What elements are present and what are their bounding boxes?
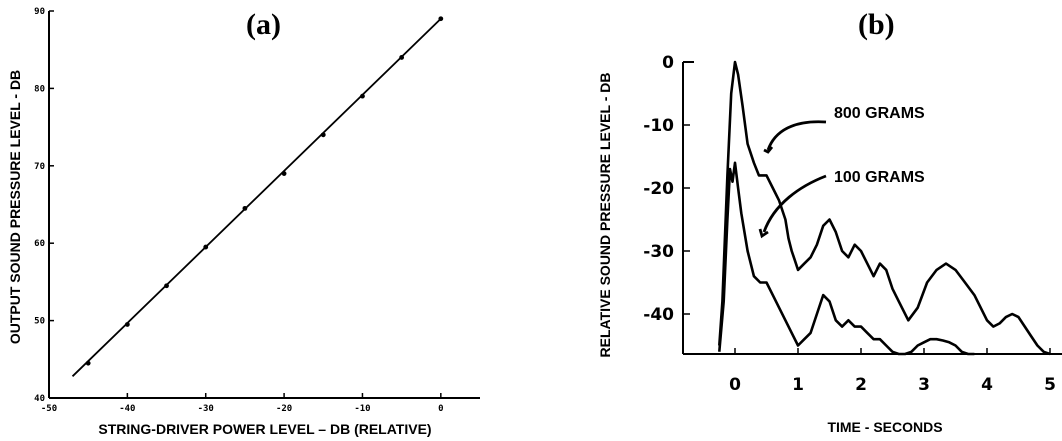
panel-a-x-tick-label: -10 — [354, 404, 370, 414]
panel-b-y-tick-label: -20 — [643, 179, 674, 199]
panel-b-x-tick-label: 1 — [792, 375, 804, 395]
series-100-grams-line — [718, 161, 975, 356]
panel-a-data-point — [438, 16, 444, 22]
panel-b-y-tick-label: -30 — [643, 242, 674, 262]
annotation-100-grams: 100 GRAMS — [834, 169, 925, 186]
panel-a-y-tick-label: 60 — [34, 239, 45, 249]
panel-a-x-tick-label: 0 — [438, 404, 443, 414]
panel-a-y-ticks: 40 50 60 70 80 90 — [34, 7, 54, 404]
panel-b-label: (b) — [858, 8, 895, 41]
series-800-grams-line — [718, 60, 1051, 356]
panel-a-data-point — [203, 244, 209, 250]
panel-b-y-ticks: 0 -10 -20 -30 -40 — [643, 53, 690, 325]
panel-b-x-tick-label: 3 — [918, 375, 930, 395]
panel-b-y-tick-label: -40 — [643, 305, 674, 325]
panel-a-y-tick-label: 90 — [34, 7, 45, 17]
panel-a-x-axis-title: STRING-DRIVER POWER LEVEL – DB (RELATIVE… — [98, 421, 431, 437]
panel-a-y-tick-label: 50 — [34, 317, 45, 327]
panel-b-x-axis-title: TIME - SECONDS — [827, 419, 942, 435]
panel-a-x-ticks: -50 -40 -30 -20 -10 0 — [41, 393, 444, 414]
panel-a-data-point — [85, 360, 91, 366]
panel-a-data-point — [124, 322, 130, 327]
panel-a-data-point — [360, 93, 365, 99]
annotation-800-arrowhead — [763, 146, 774, 154]
panel-b-y-tick-label: 0 — [662, 53, 674, 73]
annotation-100-arrowhead — [758, 228, 769, 239]
panel-b-x-ticks: 0 1 2 3 4 5 — [729, 348, 1056, 395]
annotation-800-grams: 800 GRAMS — [834, 105, 925, 122]
panel-b-series — [718, 60, 1051, 356]
panel-a-fit-line — [71, 18, 442, 377]
panel-a-data-point — [399, 55, 405, 60]
panel-a-label: (a) — [246, 8, 281, 41]
panel-b-x-tick-label: 5 — [1044, 375, 1056, 395]
panel-b-y-tick-label: -10 — [643, 116, 674, 136]
panel-b-x-tick-label: 4 — [981, 375, 993, 395]
panel-a-data-point — [242, 205, 248, 211]
panel-a-y-tick-label: 70 — [34, 162, 45, 172]
panel-b-x-tick-label: 0 — [729, 375, 741, 395]
annotation-100-arrow — [762, 174, 827, 233]
panel-a-x-tick-label: -50 — [41, 404, 57, 414]
panel-b: (b) 0 -10 -20 -30 -40 0 1 2 3 4 5 800 GRAMS 100 G… — [597, 8, 1062, 435]
panel-a-data-point — [164, 283, 169, 289]
panel-a: (a) 40 50 60 70 80 90 -50 -40 -30 -20 -10 0 STRING… — [7, 7, 480, 437]
panel-b-y-axis-title: RELATIVE SOUND PRESSURE LEVEL - DB — [597, 73, 613, 358]
panel-a-y-axis-title: OUTPUT SOUND PRESSURE LEVEL - DB — [7, 70, 23, 344]
panel-a-points — [85, 16, 444, 366]
panel-a-y-tick-label: 80 — [34, 84, 45, 94]
panel-a-x-tick-label: -40 — [119, 404, 135, 414]
panel-a-data-point — [320, 132, 326, 138]
panel-a-x-tick-label: -30 — [198, 404, 214, 414]
panel-b-x-tick-label: 2 — [855, 375, 867, 395]
annotation-800-arrow — [766, 120, 827, 151]
panel-a-x-tick-label: -20 — [276, 404, 292, 414]
panel-a-y-tick-label: 40 — [34, 394, 45, 404]
panel-a-data-point — [281, 171, 287, 176]
